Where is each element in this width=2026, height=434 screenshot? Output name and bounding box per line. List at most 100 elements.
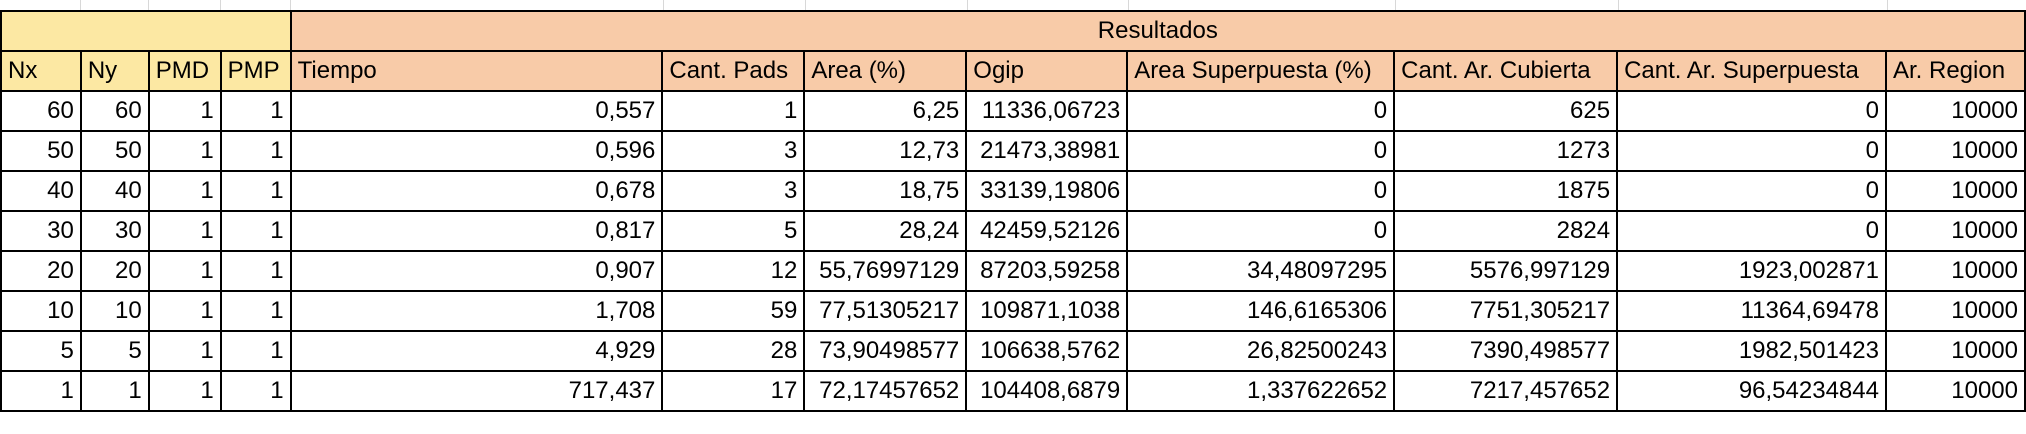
table-cell[interactable]: 1 bbox=[0, 370, 82, 412]
table-cell[interactable]: 17 bbox=[661, 370, 806, 412]
table-cell[interactable]: 1 bbox=[219, 90, 292, 132]
table-cell[interactable]: 5 bbox=[79, 330, 150, 372]
table-cell[interactable]: 10000 bbox=[1884, 90, 2026, 132]
table-cell[interactable]: 18,75 bbox=[803, 170, 968, 212]
table-cell[interactable]: 0 bbox=[1616, 130, 1887, 172]
empty-yellow-header-cell[interactable] bbox=[0, 10, 292, 52]
table-cell[interactable]: 10000 bbox=[1884, 370, 2026, 412]
table-cell[interactable]: 10000 bbox=[1884, 330, 2026, 372]
table-cell[interactable]: 0,596 bbox=[289, 130, 664, 172]
table-cell[interactable]: 33139,19806 bbox=[965, 170, 1129, 212]
table-cell[interactable]: 0 bbox=[1126, 90, 1396, 132]
table-cell[interactable]: 109871,1038 bbox=[965, 290, 1129, 332]
table-cell[interactable]: 1 bbox=[219, 210, 292, 252]
table-cell[interactable]: 30 bbox=[79, 210, 150, 252]
table-cell[interactable]: 42459,52126 bbox=[965, 210, 1129, 252]
table-cell[interactable]: 1 bbox=[661, 90, 806, 132]
table-cell[interactable]: 12 bbox=[661, 250, 806, 292]
table-cell[interactable]: 10 bbox=[0, 290, 82, 332]
column-header-cell[interactable]: Nx bbox=[0, 50, 82, 92]
table-cell[interactable]: 50 bbox=[0, 130, 82, 172]
column-header-cell[interactable]: Ogip bbox=[965, 50, 1129, 92]
table-cell[interactable]: 7751,305217 bbox=[1393, 290, 1619, 332]
column-header-cell[interactable]: PMD bbox=[147, 50, 222, 92]
table-cell[interactable]: 10000 bbox=[1884, 130, 2026, 172]
table-cell[interactable]: 7390,498577 bbox=[1393, 330, 1619, 372]
table-cell[interactable]: 59 bbox=[661, 290, 806, 332]
table-cell[interactable]: 34,48097295 bbox=[1126, 250, 1396, 292]
table-cell[interactable]: 106638,5762 bbox=[965, 330, 1129, 372]
table-cell[interactable]: 77,51305217 bbox=[803, 290, 968, 332]
column-header-cell[interactable]: PMP bbox=[219, 50, 292, 92]
table-cell[interactable]: 10000 bbox=[1884, 290, 2026, 332]
table-cell[interactable]: 1 bbox=[147, 370, 222, 412]
table-cell[interactable]: 87203,59258 bbox=[965, 250, 1129, 292]
table-cell[interactable]: 12,73 bbox=[803, 130, 968, 172]
table-cell[interactable]: 1 bbox=[219, 330, 292, 372]
table-cell[interactable]: 11364,69478 bbox=[1616, 290, 1887, 332]
table-cell[interactable]: 10000 bbox=[1884, 210, 2026, 252]
table-cell[interactable]: 5576,997129 bbox=[1393, 250, 1619, 292]
table-cell[interactable]: 40 bbox=[79, 170, 150, 212]
table-cell[interactable]: 20 bbox=[0, 250, 82, 292]
column-header-cell[interactable]: Cant. Pads bbox=[661, 50, 806, 92]
table-cell[interactable]: 3 bbox=[661, 130, 806, 172]
column-header-cell[interactable]: Tiempo bbox=[289, 50, 664, 92]
table-cell[interactable]: 1 bbox=[219, 370, 292, 412]
table-cell[interactable]: 28 bbox=[661, 330, 806, 372]
table-cell[interactable]: 1875 bbox=[1393, 170, 1619, 212]
table-cell[interactable]: 1,708 bbox=[289, 290, 664, 332]
table-cell[interactable]: 1 bbox=[147, 130, 222, 172]
table-cell[interactable]: 10 bbox=[79, 290, 150, 332]
table-cell[interactable]: 0 bbox=[1126, 170, 1396, 212]
table-cell[interactable]: 3 bbox=[661, 170, 806, 212]
table-cell[interactable]: 2824 bbox=[1393, 210, 1619, 252]
table-cell[interactable]: 0,817 bbox=[289, 210, 664, 252]
column-header-cell[interactable]: Ar. Region bbox=[1884, 50, 2026, 92]
table-cell[interactable]: 1982,501423 bbox=[1616, 330, 1887, 372]
table-cell[interactable]: 1 bbox=[219, 250, 292, 292]
table-cell[interactable]: 717,437 bbox=[289, 370, 664, 412]
table-cell[interactable]: 0 bbox=[1126, 210, 1396, 252]
table-cell[interactable]: 0,907 bbox=[289, 250, 664, 292]
table-cell[interactable]: 1 bbox=[147, 290, 222, 332]
table-cell[interactable]: 26,82500243 bbox=[1126, 330, 1396, 372]
column-header-cell[interactable]: Area (%) bbox=[803, 50, 968, 92]
table-cell[interactable]: 96,54234844 bbox=[1616, 370, 1887, 412]
column-header-cell[interactable]: Cant. Ar. Cubierta bbox=[1393, 50, 1619, 92]
table-cell[interactable]: 625 bbox=[1393, 90, 1619, 132]
table-cell[interactable]: 11336,06723 bbox=[965, 90, 1129, 132]
table-cell[interactable]: 4,929 bbox=[289, 330, 664, 372]
resultados-header-cell[interactable]: Resultados bbox=[289, 10, 2026, 52]
table-cell[interactable]: 1 bbox=[147, 250, 222, 292]
table-cell[interactable]: 10000 bbox=[1884, 250, 2026, 292]
table-cell[interactable]: 0 bbox=[1616, 90, 1887, 132]
table-cell[interactable]: 7217,457652 bbox=[1393, 370, 1619, 412]
table-cell[interactable]: 0 bbox=[1126, 130, 1396, 172]
table-cell[interactable]: 1 bbox=[147, 170, 222, 212]
table-cell[interactable]: 1273 bbox=[1393, 130, 1619, 172]
table-cell[interactable]: 6,25 bbox=[803, 90, 968, 132]
table-cell[interactable]: 0 bbox=[1616, 170, 1887, 212]
table-cell[interactable]: 0,557 bbox=[289, 90, 664, 132]
table-cell[interactable]: 5 bbox=[0, 330, 82, 372]
table-cell[interactable]: 1 bbox=[219, 170, 292, 212]
table-cell[interactable]: 1923,002871 bbox=[1616, 250, 1887, 292]
column-header-cell[interactable]: Ny bbox=[79, 50, 150, 92]
table-cell[interactable]: 1 bbox=[219, 130, 292, 172]
table-cell[interactable]: 50 bbox=[79, 130, 150, 172]
table-cell[interactable]: 1 bbox=[147, 90, 222, 132]
table-cell[interactable]: 1 bbox=[147, 210, 222, 252]
table-cell[interactable]: 21473,38981 bbox=[965, 130, 1129, 172]
table-cell[interactable]: 1 bbox=[147, 330, 222, 372]
table-cell[interactable]: 40 bbox=[0, 170, 82, 212]
table-cell[interactable]: 20 bbox=[79, 250, 150, 292]
table-cell[interactable]: 30 bbox=[0, 210, 82, 252]
table-cell[interactable]: 73,90498577 bbox=[803, 330, 968, 372]
table-cell[interactable]: 0,678 bbox=[289, 170, 664, 212]
table-cell[interactable]: 1,337622652 bbox=[1126, 370, 1396, 412]
table-cell[interactable]: 0 bbox=[1616, 210, 1887, 252]
table-cell[interactable]: 1 bbox=[79, 370, 150, 412]
column-header-cell[interactable]: Area Superpuesta (%) bbox=[1126, 50, 1396, 92]
table-cell[interactable]: 28,24 bbox=[803, 210, 968, 252]
